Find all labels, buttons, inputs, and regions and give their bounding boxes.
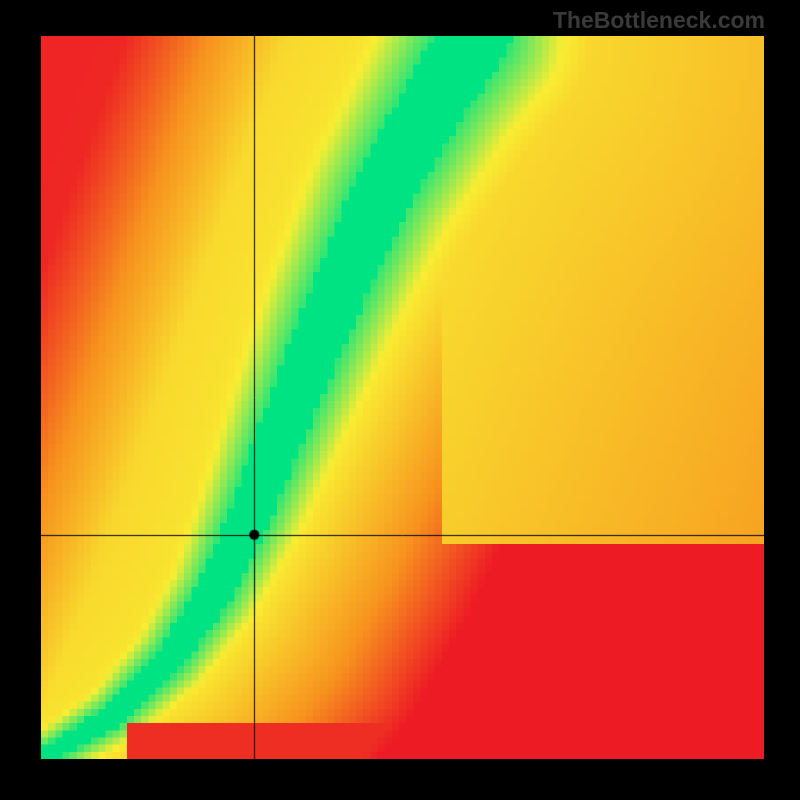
chart-container: TheBottleneck.com <box>0 0 800 800</box>
crosshair-overlay <box>41 36 764 759</box>
watermark-text: TheBottleneck.com <box>553 7 765 34</box>
